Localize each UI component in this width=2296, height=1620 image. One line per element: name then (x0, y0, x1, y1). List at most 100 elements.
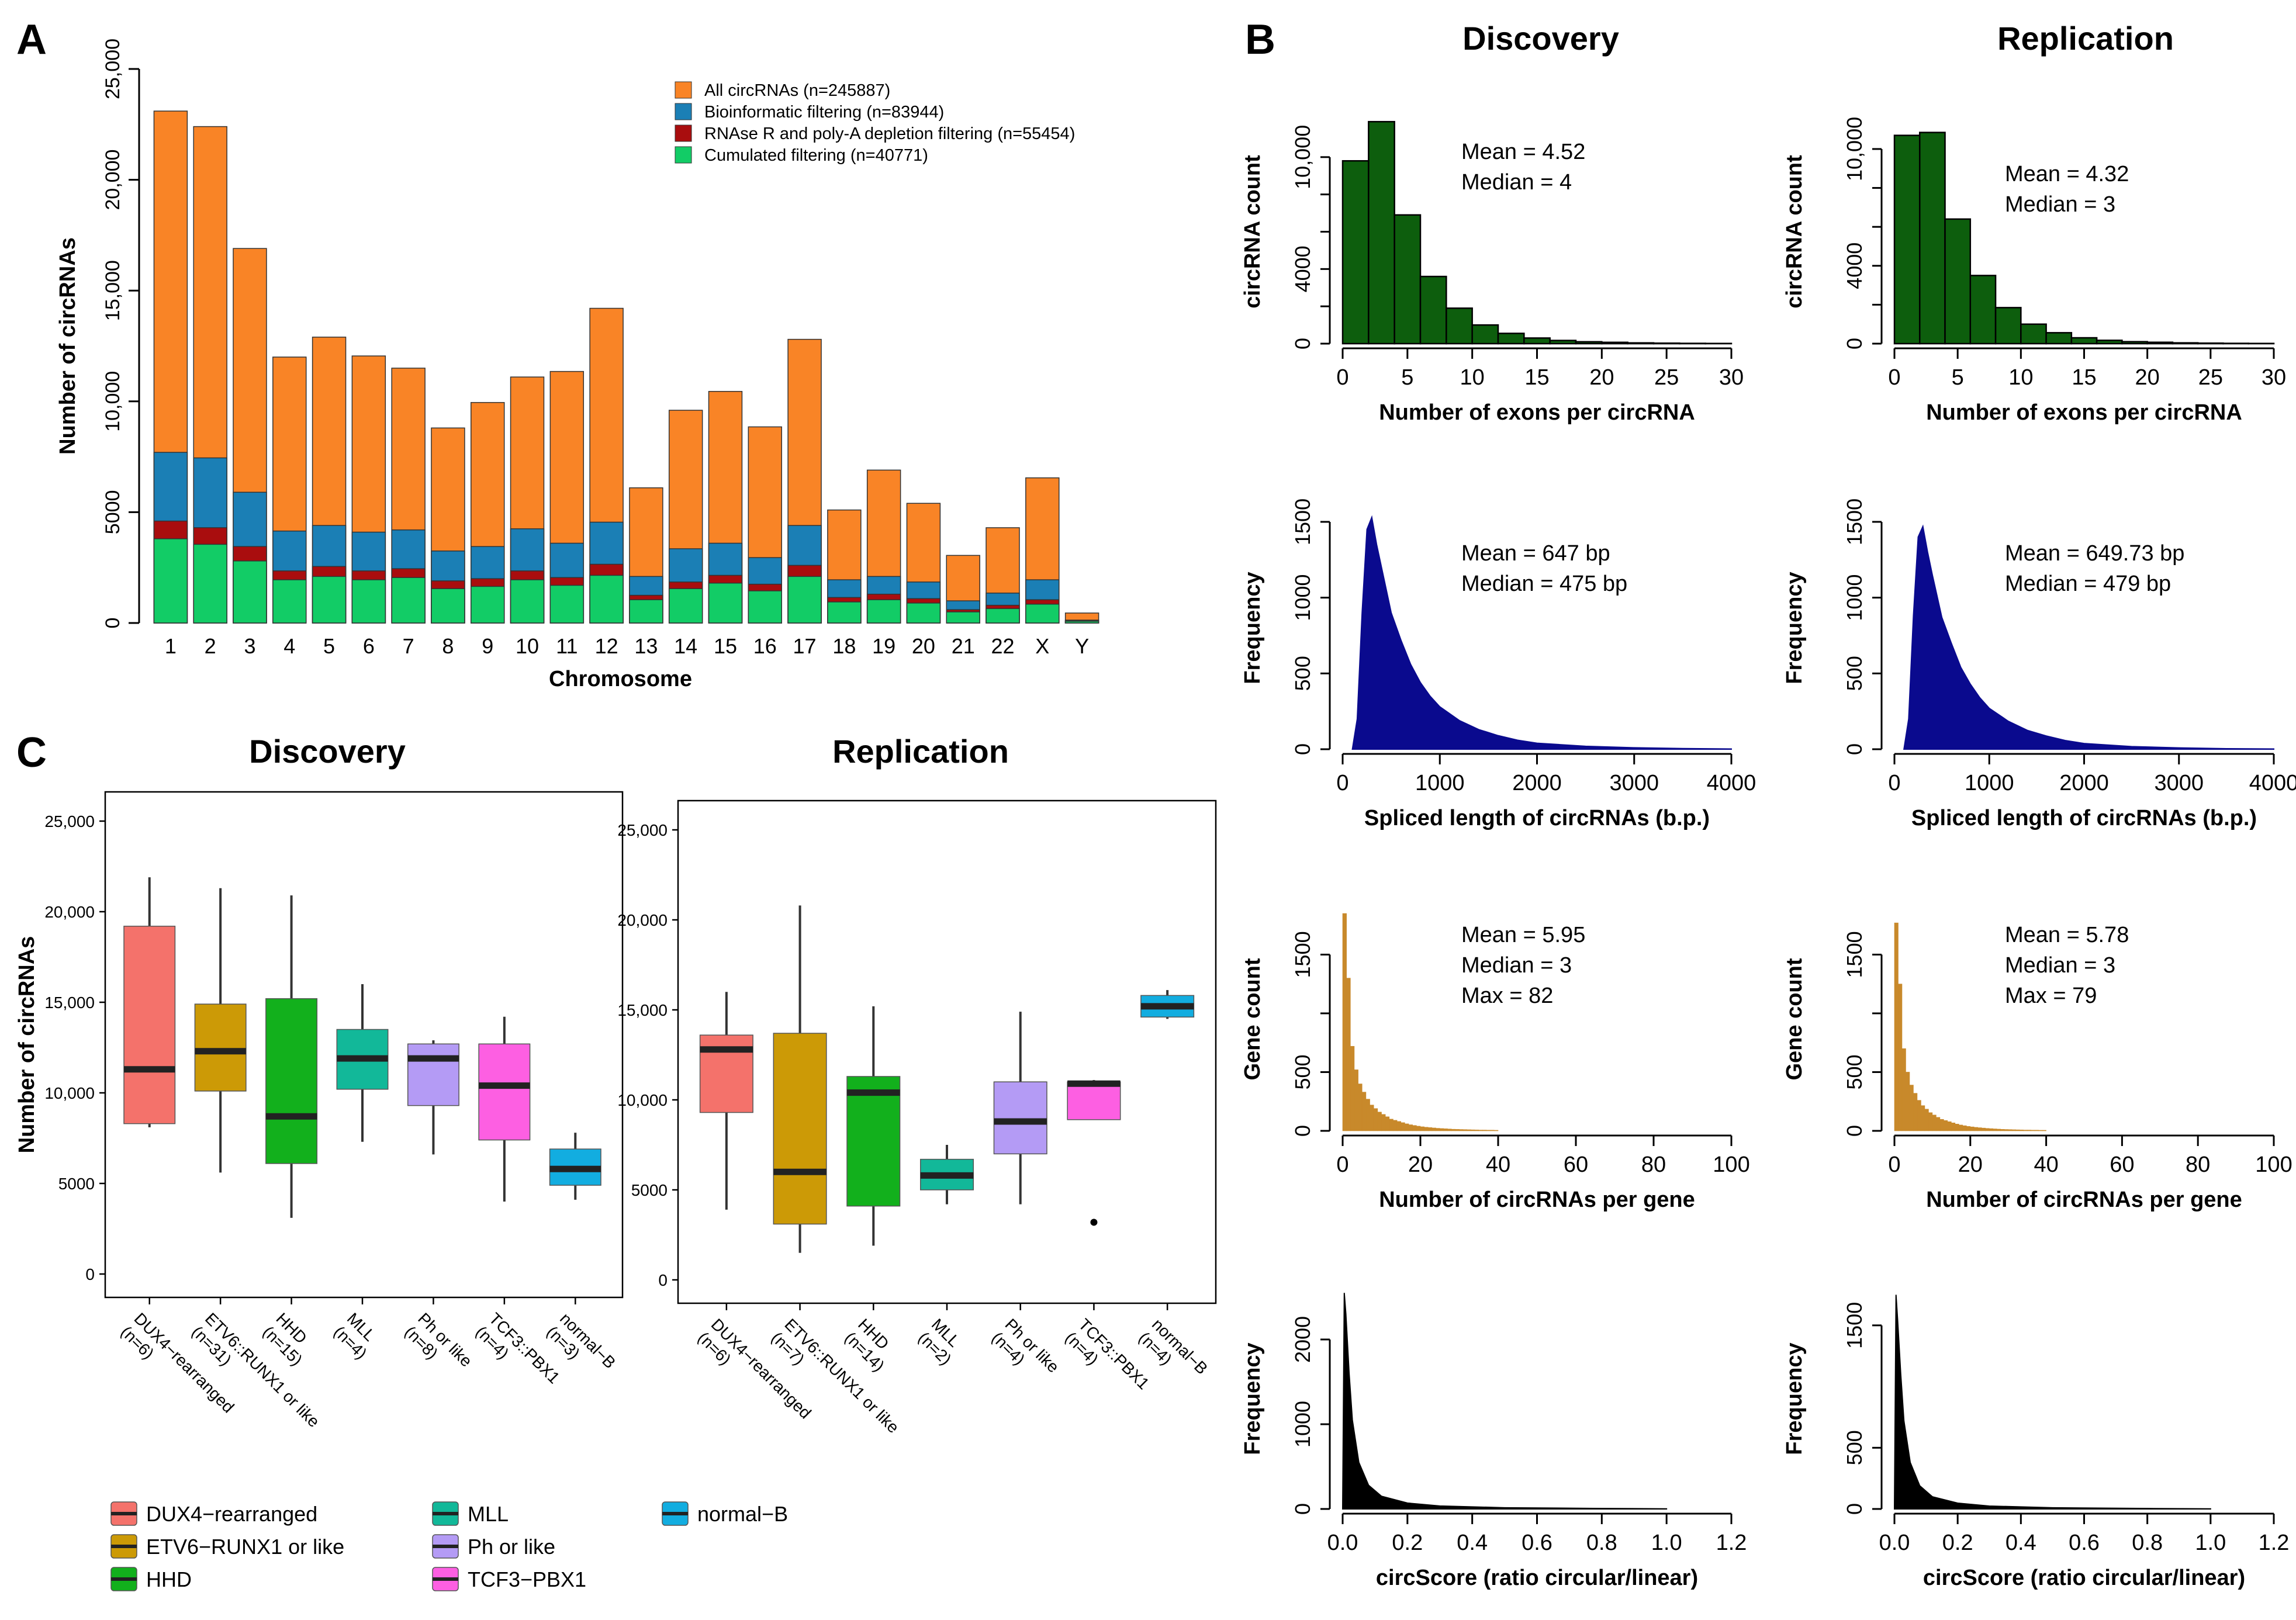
B5-bar-1 (1346, 978, 1351, 1131)
C2-box-5 (993, 1081, 1047, 1155)
legend-c-label: ETV6−RUNX1 or like (146, 1535, 344, 1559)
B4-y-tick-label: 1500 (1842, 499, 1866, 545)
bar-4-5 (312, 576, 347, 624)
charts-b: Discovery Replication 0 5 10 15 20 25 30 Number o… (1240, 20, 2296, 1590)
B6-bar-1 (1898, 984, 1903, 1131)
B1-bar-2 (1393, 214, 1422, 345)
B5-bar-34 (1474, 1130, 1479, 1131)
B7-x-axis-title: circScore (ratio circular/linear) (1376, 1566, 1698, 1590)
legend-c-label: HHD (146, 1567, 192, 1591)
B6-bar-30 (2008, 1129, 2013, 1131)
B5-bar-33 (1471, 1129, 1475, 1131)
B6-bar-38 (2038, 1130, 2043, 1131)
B4-x-tick-label: 2000 (2059, 771, 2109, 795)
legend-c-label: DUX4−rearranged (146, 1502, 317, 1526)
B6-x-tick-label: 80 (2186, 1152, 2210, 1177)
B5-x-tick-label: 20 (1408, 1152, 1433, 1177)
B6-stat-annotation: Max = 79 (2005, 984, 2097, 1008)
B4-y-tick-label: 1000 (1842, 574, 1866, 621)
C2-x-tick-label: HHD(n=14) (841, 1315, 901, 1375)
B3-x-tick-label: 4000 (1707, 771, 1756, 795)
B2-bar-8 (2096, 340, 2123, 345)
x-tick-label: 14 (674, 634, 697, 658)
B6-bar-19 (1966, 1126, 1971, 1131)
B2-y-tick-label: 10,000 (1842, 117, 1866, 181)
title-discovery: Discovery (1462, 20, 1619, 57)
B2-y-tick-label: 4000 (1842, 243, 1866, 289)
legend-c-label: Ph or like (468, 1535, 555, 1559)
bar-4-Y (1064, 621, 1099, 624)
y-tick-label: 15,000 (102, 260, 124, 321)
bar-4-4 (272, 579, 307, 624)
B6-bar-34 (2023, 1130, 2028, 1131)
B3-y-axis-title: Frequency (1240, 572, 1265, 684)
B2-stat-annotation: Mean = 4.32 (2005, 162, 2129, 186)
B5-bar-38 (1490, 1130, 1495, 1131)
bar-4-10 (510, 579, 545, 624)
B6-y-tick-label: 500 (1842, 1054, 1866, 1089)
C1-x-tick-label-line: ETV6::RUNX1 or like (202, 1309, 323, 1431)
B1-x-tick-label: 30 (1719, 365, 1744, 390)
B6-bar-14 (1947, 1121, 1952, 1131)
B7-x-tick-label: 0.6 (1522, 1531, 1552, 1555)
x-tick-label: 9 (482, 634, 493, 658)
B6-x-tick-label: 20 (1958, 1152, 1983, 1177)
B5-x-tick-label: 80 (1641, 1152, 1666, 1177)
bar-4-8 (431, 588, 465, 624)
title-replication: Replication (1997, 20, 2174, 57)
B6-bar-4 (1909, 1085, 1914, 1131)
C2-x-tick-label: MLL(n=2) (915, 1315, 968, 1368)
B7-distribution (1341, 1293, 1668, 1510)
B2-x-tick-label: 10 (2008, 365, 2033, 390)
B5-y-tick-label: 1500 (1291, 931, 1315, 978)
B6-bar-31 (2011, 1129, 2016, 1131)
B1-x-axis-title: Number of exons per circRNA (1379, 400, 1695, 425)
x-tick-label: 20 (912, 634, 935, 658)
B2-bar-7 (2070, 337, 2098, 345)
bar-4-18 (827, 601, 862, 624)
B7-x-tick-label: 0.0 (1327, 1531, 1358, 1555)
B5-bar-28 (1451, 1129, 1456, 1131)
B1-x-tick-label: 20 (1589, 365, 1614, 390)
B6-y-tick-label: 1500 (1842, 931, 1866, 978)
C2-title: Replication (832, 733, 1009, 770)
B5-bar-19 (1416, 1126, 1421, 1131)
charts-c: Discovery 0 5000 10,000 15,000 20,000 25,000 Nu… (15, 733, 1217, 1591)
B3-y-tick-label: 500 (1291, 656, 1315, 691)
C2-x-tick-label: Ph or like(n=4) (988, 1315, 1063, 1389)
x-tick-label: 17 (793, 634, 817, 658)
B1-stat-annotation: Mean = 4.52 (1461, 140, 1585, 164)
C2-x-tick-label: TCF3::PBX1(n=4) (1062, 1315, 1153, 1406)
B6-bar-36 (2031, 1130, 2035, 1131)
B5-bar-35 (1478, 1130, 1483, 1131)
B8-x-tick-label: 0.6 (2069, 1531, 2100, 1555)
B6-bar-8 (1924, 1109, 1929, 1131)
C1-plot-frame (104, 791, 624, 1299)
B5-x-tick-label: 60 (1564, 1152, 1588, 1177)
B3-y-tick-label: 1500 (1291, 499, 1315, 545)
bar-4-17 (787, 576, 822, 624)
B1-x-tick-label: 10 (1460, 365, 1485, 390)
B2-bar-4 (1994, 307, 2022, 345)
B5-x-tick-label: 40 (1486, 1152, 1510, 1177)
B4-x-tick-label: 3000 (2154, 771, 2204, 795)
C2-box-2 (773, 1033, 827, 1225)
C1-x-tick-label: TCF3::PBX1(n=4) (472, 1309, 563, 1400)
B5-bar-9 (1377, 1112, 1382, 1131)
x-tick-label: 21 (952, 634, 975, 658)
B6-bar-3 (1906, 1072, 1910, 1131)
B5-bar-16 (1405, 1123, 1409, 1131)
y-tick-label: 10,000 (102, 371, 124, 432)
bar-4-13 (629, 599, 663, 624)
B6-x-axis-title: Number of circRNAs per gene (1926, 1188, 2242, 1212)
B1-bar-6 (1497, 333, 1525, 345)
C1-y-axis-title: Number of circRNAs (15, 936, 39, 1154)
B5-bar-31 (1462, 1129, 1468, 1131)
bar-4-16 (748, 590, 782, 624)
B6-bar-37 (2034, 1130, 2039, 1131)
B1-x-tick-label: 0 (1336, 365, 1348, 390)
C2-y-tick-label: 25,000 (617, 821, 668, 839)
bar-4-3 (233, 560, 267, 624)
B6-bar-24 (1985, 1128, 1990, 1131)
B8-x-axis-title: circScore (ratio circular/linear) (1923, 1566, 2245, 1590)
